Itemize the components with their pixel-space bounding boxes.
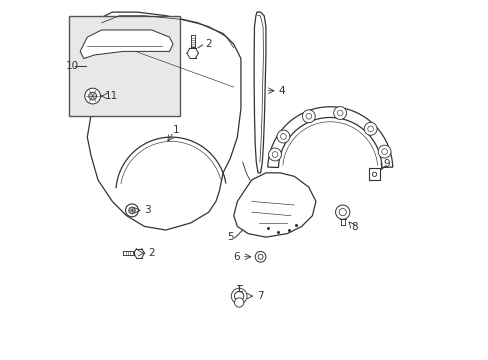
Polygon shape — [80, 30, 173, 59]
Circle shape — [280, 134, 285, 139]
Circle shape — [234, 298, 244, 307]
Circle shape — [255, 251, 265, 262]
Circle shape — [335, 205, 349, 219]
Circle shape — [128, 207, 135, 213]
Circle shape — [302, 110, 315, 123]
Text: 1: 1 — [173, 125, 179, 135]
Text: 3: 3 — [144, 205, 151, 215]
Circle shape — [276, 130, 289, 143]
Text: 4: 4 — [278, 86, 285, 96]
Circle shape — [125, 204, 138, 217]
Circle shape — [234, 292, 244, 301]
Circle shape — [367, 126, 373, 132]
Text: 6: 6 — [233, 252, 240, 262]
Circle shape — [305, 113, 311, 119]
Circle shape — [84, 88, 101, 104]
Text: 2: 2 — [148, 248, 154, 258]
Circle shape — [88, 92, 97, 100]
Circle shape — [337, 110, 342, 116]
Circle shape — [381, 149, 386, 154]
Circle shape — [231, 288, 246, 304]
FancyBboxPatch shape — [368, 168, 379, 180]
Polygon shape — [267, 107, 392, 167]
Text: 5: 5 — [227, 232, 233, 242]
Text: 8: 8 — [351, 222, 358, 232]
Circle shape — [377, 145, 390, 158]
Circle shape — [339, 208, 346, 216]
Polygon shape — [254, 12, 265, 173]
Circle shape — [364, 122, 376, 135]
Circle shape — [258, 254, 263, 259]
Text: 2: 2 — [205, 39, 211, 49]
Text: 7: 7 — [257, 291, 263, 301]
Polygon shape — [233, 173, 315, 237]
Polygon shape — [87, 12, 241, 230]
Text: 10: 10 — [66, 61, 79, 71]
Circle shape — [372, 172, 376, 176]
Bar — [69, 16, 180, 116]
Circle shape — [268, 148, 281, 161]
Text: 11: 11 — [105, 91, 118, 101]
Circle shape — [333, 107, 346, 120]
Text: 9: 9 — [382, 159, 389, 169]
Circle shape — [272, 152, 277, 157]
